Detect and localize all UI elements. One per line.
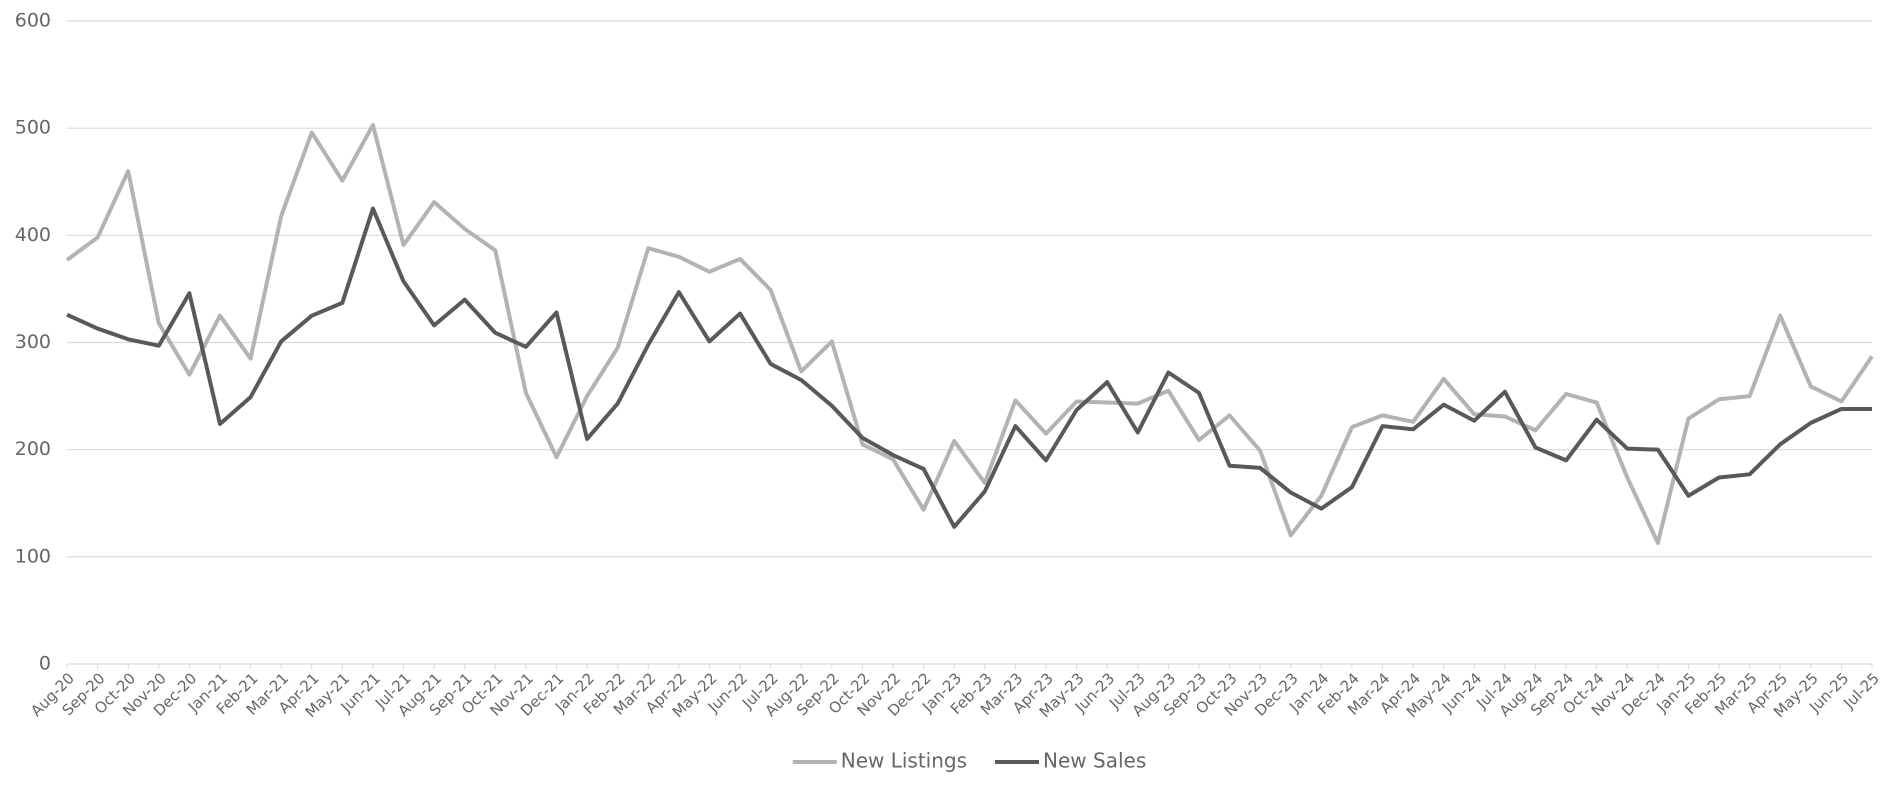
- y-tick-label: 600: [15, 10, 51, 32]
- y-tick-label: 100: [15, 545, 51, 567]
- y-tick-label: 300: [15, 331, 51, 353]
- series-line: [65, 122, 1874, 545]
- y-tick-label: 500: [15, 117, 51, 139]
- y-tick-label: 400: [15, 224, 51, 246]
- legend-label: New Listings: [841, 749, 967, 773]
- legend-label: New Sales: [1043, 749, 1146, 773]
- series-line: [66, 206, 1872, 529]
- y-tick-label: 200: [15, 438, 51, 460]
- y-tick-label: 0: [39, 653, 51, 675]
